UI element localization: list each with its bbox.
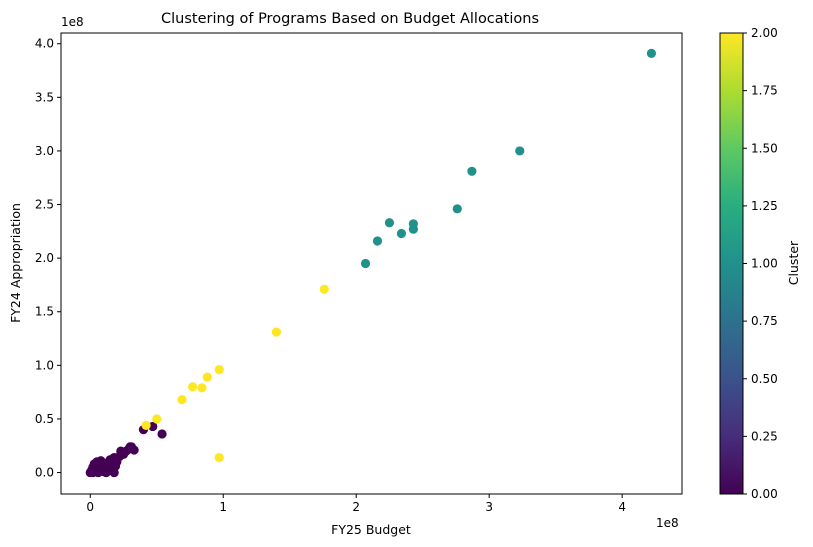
data-point-cluster-0-29 xyxy=(97,465,107,476)
colorbar-tick-label-5: 1.25 xyxy=(751,199,778,213)
data-point-cluster-1-3 xyxy=(396,228,407,239)
data-point-cluster-2-5 xyxy=(202,372,212,382)
data-point-cluster-1-6 xyxy=(452,204,462,214)
x-offset-label: 1e8 xyxy=(656,516,679,530)
plot-frame xyxy=(60,32,683,495)
colorbar xyxy=(719,32,744,495)
data-point-cluster-0-26 xyxy=(129,445,139,455)
y-tick-label-5: 2.5 xyxy=(35,198,54,212)
y-tick-label-1: 0.5 xyxy=(35,412,54,426)
data-point-cluster-1-1 xyxy=(372,236,383,246)
data-point-cluster-1-0 xyxy=(360,258,371,269)
colorbar-ticks: 0.00 0.25 0.50 0.75 1.00 1.25 1.50 1.75 2.00 xyxy=(743,26,778,501)
data-point-cluster-0-28 xyxy=(88,467,98,478)
colorbar-tick-label-0: 0.00 xyxy=(751,487,778,501)
data-point-cluster-2-3 xyxy=(188,382,198,392)
colorbar-tick-label-2: 0.50 xyxy=(751,372,778,386)
colorbar-tick-label-8: 2.00 xyxy=(751,26,778,40)
chart-title: Clustering of Programs Based on Budget A… xyxy=(161,11,539,27)
x-tick-label-4: 4 xyxy=(618,500,626,514)
points-layer xyxy=(85,48,657,478)
y-tick-label-7: 3.5 xyxy=(35,90,54,104)
data-point-cluster-2-7 xyxy=(214,452,224,463)
data-point-cluster-2-6 xyxy=(214,365,224,375)
data-point-cluster-1-8 xyxy=(515,146,525,156)
colorbar-tick-label-4: 1.00 xyxy=(751,257,778,271)
data-point-cluster-0-32 xyxy=(157,429,167,439)
data-point-cluster-2-2 xyxy=(177,395,187,405)
data-point-cluster-1-7 xyxy=(467,166,477,176)
data-point-cluster-2-1 xyxy=(152,414,162,424)
colorbar-tick-label-3: 0.75 xyxy=(751,314,778,328)
y-tick-label-3: 1.5 xyxy=(35,305,54,319)
colorbar-tick-label-6: 1.50 xyxy=(751,141,778,155)
data-point-cluster-2-8 xyxy=(271,327,282,337)
x-tick-label-3: 3 xyxy=(485,500,493,514)
x-tick-label-2: 2 xyxy=(352,500,360,514)
colorbar-tick-label-7: 1.75 xyxy=(751,84,778,98)
data-point-cluster-1-5 xyxy=(408,219,418,229)
x-tick-label-0: 0 xyxy=(86,500,94,514)
data-point-cluster-2-4 xyxy=(197,383,207,393)
colorbar-label: Cluster xyxy=(786,240,801,285)
y-tick-label-6: 3.0 xyxy=(35,144,54,158)
data-point-cluster-2-9 xyxy=(319,284,329,294)
data-point-cluster-1-2 xyxy=(384,218,395,228)
data-point-cluster-2-0 xyxy=(141,420,151,430)
data-point-cluster-1-9 xyxy=(646,48,657,58)
y-offset-label: 1e8 xyxy=(61,15,84,29)
y-tick-label-4: 2.0 xyxy=(35,251,54,265)
x-axis-label: FY25 Budget xyxy=(331,522,411,537)
data-point-cluster-0-27 xyxy=(109,467,119,478)
x-axis-ticks: 0 1 2 3 4 xyxy=(86,494,626,514)
colorbar-tick-label-1: 0.25 xyxy=(751,429,778,443)
y-tick-label-2: 1.0 xyxy=(35,358,54,372)
x-tick-label-1: 1 xyxy=(219,500,227,514)
y-axis-ticks: 0.0 0.5 1.0 1.5 2.0 2.5 3.0 3.5 4.0 xyxy=(35,37,61,480)
y-tick-label-8: 4.0 xyxy=(35,37,54,51)
y-tick-label-0: 0.0 xyxy=(35,466,54,480)
y-axis-label: FY24 Appropriation xyxy=(8,203,23,323)
